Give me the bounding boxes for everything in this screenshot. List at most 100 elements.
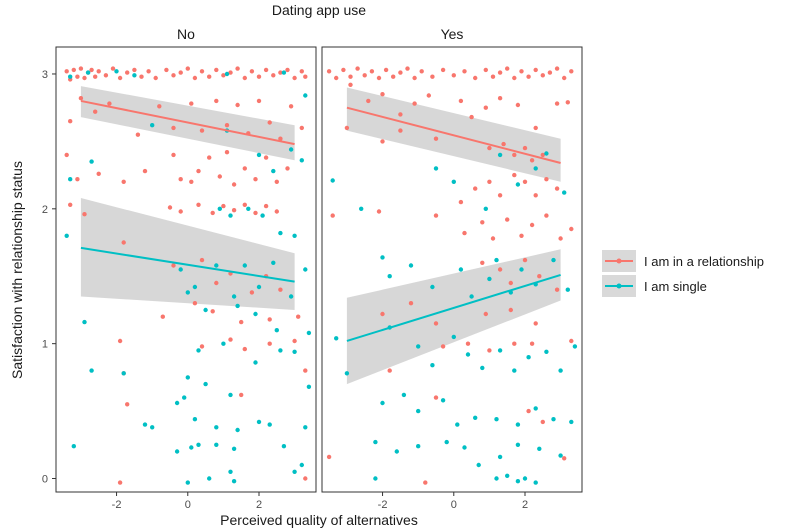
data-point-relationship xyxy=(387,368,392,373)
data-point-relationship xyxy=(132,67,137,73)
data-point-relationship xyxy=(512,341,517,346)
data-point-relationship xyxy=(348,74,353,79)
data-point-relationship xyxy=(178,209,183,214)
data-point-single xyxy=(256,284,262,290)
data-point-single xyxy=(515,479,521,484)
data-point-relationship xyxy=(526,408,531,414)
data-point-single xyxy=(494,476,499,481)
data-point-single xyxy=(231,479,237,484)
data-point-relationship xyxy=(239,319,244,325)
legend-key-single-dot xyxy=(616,283,622,289)
data-point-single xyxy=(494,417,499,422)
data-point-single xyxy=(246,206,251,211)
data-point-single xyxy=(476,462,481,468)
data-point-relationship xyxy=(125,402,130,407)
data-point-single xyxy=(214,263,219,268)
data-point-relationship xyxy=(242,346,247,352)
data-point-relationship xyxy=(185,66,190,71)
data-point-relationship xyxy=(558,236,563,241)
data-point-single xyxy=(185,290,190,295)
data-point-relationship xyxy=(303,74,308,79)
data-point-single xyxy=(306,384,312,389)
facet-panel-no-marks xyxy=(64,66,312,485)
data-point-relationship xyxy=(533,321,538,326)
data-point-relationship xyxy=(267,341,272,346)
data-point-single xyxy=(416,344,421,349)
data-point-relationship xyxy=(285,67,290,73)
data-point-relationship xyxy=(487,348,492,353)
data-point-relationship xyxy=(469,114,474,120)
data-point-single xyxy=(497,348,503,353)
data-point-relationship xyxy=(89,67,94,73)
data-point-relationship xyxy=(263,203,269,209)
data-point-single xyxy=(416,408,421,414)
data-point-relationship xyxy=(263,67,269,73)
data-point-single xyxy=(299,462,304,468)
trend-line-single-no xyxy=(80,246,295,283)
data-point-relationship xyxy=(490,236,496,241)
data-point-single xyxy=(271,260,276,265)
data-point-single xyxy=(68,74,73,79)
data-point-single xyxy=(558,453,563,458)
data-point-relationship xyxy=(380,139,385,144)
data-point-single xyxy=(178,267,183,272)
y-tick-label: 2 xyxy=(42,204,48,216)
data-point-relationship xyxy=(292,75,297,81)
data-point-relationship xyxy=(544,213,549,218)
data-point-relationship xyxy=(78,96,84,101)
data-point-single xyxy=(278,230,283,236)
data-point-relationship xyxy=(526,74,531,79)
data-point-single xyxy=(253,360,258,365)
data-point-relationship xyxy=(426,93,431,98)
data-point-single xyxy=(256,419,262,425)
legend: I am in a relationship I am single xyxy=(602,250,764,297)
data-point-relationship xyxy=(64,69,69,74)
data-point-single xyxy=(359,206,364,211)
y-tick-label: 3 xyxy=(42,69,48,81)
data-point-single xyxy=(274,328,279,333)
data-point-relationship xyxy=(117,480,123,485)
data-point-single xyxy=(551,257,556,263)
data-point-single xyxy=(132,73,137,78)
data-point-relationship xyxy=(199,128,205,133)
data-point-single xyxy=(292,349,297,354)
facet-panel-yes: Yes xyxy=(321,26,583,493)
data-point-relationship xyxy=(171,152,176,158)
data-point-relationship xyxy=(487,179,492,184)
data-point-single xyxy=(572,344,578,349)
data-point-relationship xyxy=(82,212,87,217)
data-point-relationship xyxy=(569,69,574,74)
data-point-relationship xyxy=(391,74,396,79)
data-point-relationship xyxy=(263,155,269,160)
data-point-single xyxy=(235,303,240,309)
data-point-relationship xyxy=(569,226,574,232)
data-point-single xyxy=(569,419,574,425)
data-point-single xyxy=(235,427,240,433)
data-point-relationship xyxy=(465,341,471,346)
data-point-single xyxy=(203,381,208,387)
data-point-single xyxy=(303,425,308,430)
data-point-relationship xyxy=(228,337,233,342)
data-point-relationship xyxy=(196,168,201,174)
data-point-relationship xyxy=(554,287,560,292)
x-axis-title: Perceived quality of alternatives xyxy=(220,512,418,528)
trend-line-relationship-no xyxy=(80,99,295,146)
data-point-relationship xyxy=(512,152,517,158)
legend-label-relationship: I am in a relationship xyxy=(644,254,764,269)
data-point-relationship xyxy=(178,177,183,182)
x-tick-label: 0 xyxy=(185,499,191,511)
x-tick-label: -2 xyxy=(112,499,122,511)
data-point-relationship xyxy=(554,101,560,106)
data-point-relationship xyxy=(267,120,272,125)
data-point-relationship xyxy=(458,199,464,205)
data-point-single xyxy=(401,392,407,398)
facet-panel-yes-marks xyxy=(326,66,578,485)
data-point-relationship xyxy=(171,73,176,78)
data-point-single xyxy=(515,422,521,427)
data-point-relationship xyxy=(366,98,371,104)
data-point-relationship xyxy=(529,341,535,346)
data-point-relationship xyxy=(515,102,521,108)
data-point-single xyxy=(267,422,272,427)
data-point-relationship xyxy=(519,69,524,74)
data-point-relationship xyxy=(433,136,439,141)
